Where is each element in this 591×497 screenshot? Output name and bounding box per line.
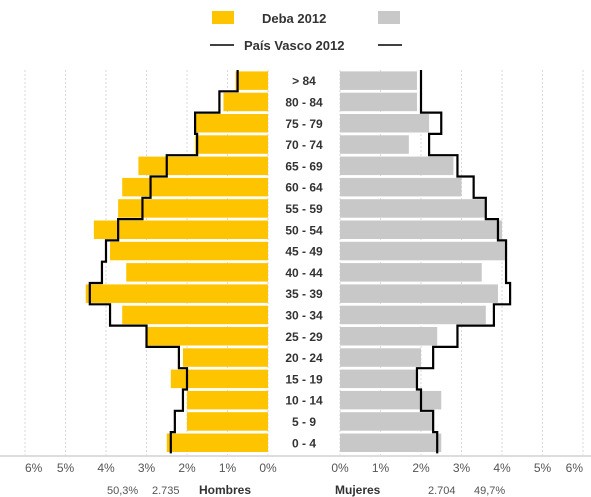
bar-hombres [146, 327, 268, 346]
x-tick-label: 6% [566, 461, 584, 475]
bar-hombres [187, 390, 268, 410]
bar-mujeres [340, 412, 434, 431]
age-group-label: 60 - 64 [285, 181, 323, 195]
bar-hombres [195, 114, 268, 133]
age-group-label: 80 - 84 [285, 95, 323, 109]
age-group-label: 40 - 44 [285, 266, 323, 280]
bar-mujeres [340, 92, 417, 112]
age-group-label: 65 - 69 [285, 159, 323, 173]
gridlines [0, 70, 591, 457]
x-tick-label: 5% [57, 461, 75, 475]
legend-label-pais-vasco: País Vasco 2012 [244, 38, 344, 53]
bar-hombres [187, 412, 268, 431]
age-group-label: 75 - 79 [285, 117, 323, 131]
footer-hombres-count: 2.735 [152, 485, 180, 497]
age-labels: > 84 80 - 84 75 - 79 70 - 74 65 - 69 60 - 64 5… [285, 74, 323, 450]
age-group-label: > 84 [292, 74, 316, 88]
bar-mujeres [340, 135, 409, 154]
bar-hombres [170, 369, 268, 389]
bar-hombres [122, 177, 268, 197]
footer-mujeres-count: 2.704 [428, 485, 456, 497]
age-group-label: 25 - 29 [285, 330, 323, 344]
x-tick-label: 4% [493, 461, 511, 475]
bar-mujeres [340, 220, 502, 239]
x-tick-label: 2% [412, 461, 430, 475]
x-tick-label: 6% [25, 461, 43, 475]
x-tick-label: 4% [97, 461, 115, 475]
bar-hombres [223, 92, 268, 112]
bar-mujeres [340, 433, 442, 452]
age-group-label: 35 - 39 [285, 287, 323, 301]
x-tick-label: 5% [534, 461, 552, 475]
age-group-label: 0 - 4 [292, 436, 316, 450]
x-tick-labels: 6% 5% 4% 3% 2% 1% 0% 0% 1% 2% 3% 4% 5% 6% [25, 461, 583, 475]
age-group-label: 20 - 24 [285, 351, 323, 365]
age-group-label: 5 - 9 [292, 415, 316, 429]
bar-mujeres [340, 390, 442, 410]
bar-mujeres [340, 369, 417, 389]
bar-mujeres [340, 263, 482, 282]
bar-mujeres [340, 177, 462, 197]
footer-hombres-pct: 50,3% [107, 485, 138, 497]
x-tick-label: 3% [138, 461, 156, 475]
bar-hombres [166, 433, 268, 452]
bar-hombres [195, 135, 268, 154]
line-pais-vasco-hombres [88, 70, 239, 454]
footer-mujeres-pct: 49,7% [474, 485, 505, 497]
age-group-label: 45 - 49 [285, 245, 323, 259]
line-pais-vasco-mujeres [415, 70, 512, 454]
bar-hombres [118, 199, 269, 218]
bar-mujeres [340, 156, 454, 176]
bar-hombres [110, 241, 268, 261]
bars [85, 71, 507, 452]
age-group-label: 10 - 14 [285, 394, 323, 408]
footer: 50,3% 2.735 Hombres Mujeres 2.704 49,7% [107, 483, 505, 497]
footer-hombres-label: Hombres [199, 483, 251, 497]
bar-hombres [235, 71, 268, 90]
age-group-label: 55 - 59 [285, 202, 323, 216]
bar-mujeres [340, 348, 421, 367]
legend-swatch-mujeres [378, 11, 400, 24]
x-tick-label: 1% [372, 461, 390, 475]
bar-mujeres [340, 284, 498, 303]
bar-hombres [126, 263, 268, 282]
x-tick-label: 3% [453, 461, 471, 475]
bar-mujeres [340, 327, 438, 346]
x-tick-label: 0% [331, 461, 349, 475]
bar-mujeres [340, 114, 430, 133]
bar-hombres [122, 305, 268, 325]
footer-mujeres-label: Mujeres [335, 483, 381, 497]
bar-mujeres [340, 71, 417, 90]
bar-mujeres [340, 199, 486, 218]
bar-mujeres [340, 241, 507, 261]
bar-hombres [138, 156, 268, 176]
x-tick-label: 1% [219, 461, 237, 475]
bar-hombres [85, 284, 268, 303]
bar-hombres [182, 348, 268, 367]
legend: Deba 2012 País Vasco 2012 [210, 11, 402, 53]
age-group-label: 70 - 74 [285, 138, 323, 152]
bar-hombres [93, 220, 268, 239]
age-group-label: 15 - 19 [285, 372, 323, 386]
bar-mujeres [340, 305, 486, 325]
age-group-label: 30 - 34 [285, 308, 323, 322]
legend-label-deba: Deba 2012 [262, 11, 326, 26]
legend-swatch-hombres [212, 11, 234, 24]
reference-lines [88, 70, 512, 454]
x-tick-label: 0% [259, 461, 277, 475]
age-group-label: 50 - 54 [285, 223, 323, 237]
x-tick-label: 2% [178, 461, 196, 475]
